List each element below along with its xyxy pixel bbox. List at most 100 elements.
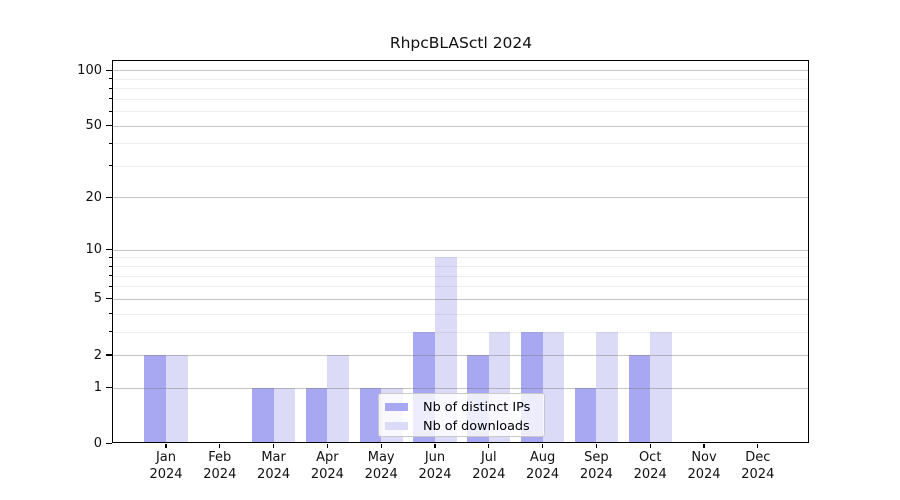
legend-row-distinct-ips: Nb of distinct IPs — [384, 398, 544, 417]
bar-downloads — [327, 355, 349, 444]
bar-distinct-ips — [305, 387, 328, 444]
y-tick-mark — [105, 387, 112, 389]
x-tick-mark — [326, 443, 328, 448]
gridline-minor — [112, 286, 809, 288]
x-tick-mark — [380, 443, 382, 448]
gridline-major — [112, 387, 809, 389]
x-tick-label-line: Jul — [480, 450, 497, 465]
y-minor-tick-mark — [108, 165, 112, 167]
bar-downloads — [650, 331, 672, 444]
y-tick-label: 20 — [85, 189, 102, 205]
bar-downloads — [596, 331, 618, 444]
x-tick-label-line: 2024 — [310, 466, 344, 482]
x-tick-label-line: Nov — [691, 450, 717, 465]
gridline-minor — [112, 331, 809, 333]
y-tick-label: 1 — [93, 380, 102, 396]
x-tick-mark — [595, 443, 597, 448]
y-tick-label: 50 — [85, 118, 102, 134]
x-tick-label: Apr 2024 — [295, 450, 359, 483]
x-tick-label: Mar 2024 — [242, 450, 306, 483]
legend-swatch-distinct-ips — [384, 402, 408, 412]
x-tick-mark — [219, 443, 221, 448]
y-tick-mark — [105, 69, 112, 71]
y-tick-mark — [105, 298, 112, 300]
gridline-major — [112, 298, 809, 300]
x-tick-label-line: 2024 — [526, 466, 560, 482]
x-tick-label-line: 2024 — [364, 466, 398, 482]
x-tick-mark — [434, 443, 436, 448]
gridline-minor — [112, 98, 809, 100]
gridline-major — [112, 249, 809, 251]
x-tick-mark — [649, 443, 651, 448]
x-tick-label-line: 2024 — [579, 466, 613, 482]
x-tick-label: Nov 2024 — [672, 450, 736, 483]
x-tick-label-line: 2024 — [149, 466, 183, 482]
y-tick-mark — [105, 442, 112, 445]
y-tick-mark — [105, 196, 112, 198]
x-tick-label: Sep 2024 — [564, 450, 628, 483]
x-tick-mark — [542, 443, 544, 448]
y-tick-mark — [105, 354, 112, 356]
x-tick-mark — [703, 443, 705, 448]
x-tick-label-line: 2024 — [472, 466, 506, 482]
y-tick-label: 0 — [93, 436, 102, 451]
x-tick-label-line: Dec — [745, 450, 771, 465]
chart-legend: Nb of distinct IPs Nb of downloads — [377, 392, 545, 437]
y-minor-tick-mark — [108, 78, 112, 80]
gridline-minor — [112, 111, 809, 113]
x-tick-mark — [757, 443, 759, 448]
x-tick-mark — [165, 443, 167, 448]
x-tick-label: Jun 2024 — [403, 450, 467, 483]
y-minor-tick-mark — [108, 331, 112, 333]
gridline-minor — [112, 257, 809, 259]
x-tick-label: Oct 2024 — [618, 450, 682, 483]
x-tick-label: Aug 2024 — [511, 450, 575, 483]
x-tick-label: Dec 2024 — [726, 450, 790, 483]
x-tick-label-line: Jan — [155, 450, 177, 465]
plot-area — [112, 60, 809, 443]
y-minor-tick-mark — [108, 256, 112, 258]
y-tick-label: 100 — [77, 62, 102, 78]
x-tick-label-line: Apr — [316, 450, 339, 465]
x-tick-label-line: Mar — [261, 450, 286, 465]
x-tick-label-line: Oct — [638, 450, 662, 465]
x-tick-label-line: 2024 — [741, 466, 775, 482]
y-minor-tick-mark — [108, 285, 112, 287]
bar-downloads — [273, 387, 296, 444]
x-tick-label-line: 2024 — [203, 466, 237, 482]
y-minor-tick-mark — [108, 110, 112, 112]
bar-downloads — [166, 355, 188, 444]
legend-swatch-downloads — [384, 421, 408, 431]
x-tick-mark — [488, 443, 490, 448]
gridline-major — [112, 197, 809, 199]
y-tick-mark — [105, 124, 112, 127]
y-tick-label: 10 — [85, 242, 102, 258]
gridline-minor — [112, 78, 809, 80]
gridline-minor — [112, 313, 809, 315]
gridline-minor — [112, 165, 809, 167]
x-tick-mark — [273, 443, 275, 448]
x-tick-label-line: 2024 — [687, 466, 721, 482]
gridline-minor — [112, 88, 809, 90]
bar-distinct-ips — [359, 387, 382, 444]
gridline-minor — [112, 143, 809, 145]
x-tick-label-line: 2024 — [257, 466, 291, 482]
y-minor-tick-mark — [108, 142, 112, 144]
gridline-major — [112, 70, 809, 72]
x-tick-label-line: Sep — [584, 450, 609, 465]
y-tick-mark — [105, 249, 112, 251]
y-minor-tick-mark — [108, 313, 112, 315]
legend-label-downloads: Nb of downloads — [423, 418, 530, 434]
y-minor-tick-mark — [108, 98, 112, 100]
x-tick-label-line: Feb — [208, 450, 232, 465]
x-tick-label-line: 2024 — [418, 466, 452, 482]
x-tick-label-line: Jun — [424, 450, 446, 465]
x-tick-label: Jan 2024 — [134, 450, 198, 483]
y-tick-label: 2 — [93, 347, 102, 363]
y-minor-tick-mark — [108, 265, 112, 267]
x-tick-label-line: 2024 — [633, 466, 667, 482]
x-tick-label: May 2024 — [349, 450, 413, 483]
y-minor-tick-mark — [108, 275, 112, 277]
gridline-minor — [112, 275, 809, 277]
